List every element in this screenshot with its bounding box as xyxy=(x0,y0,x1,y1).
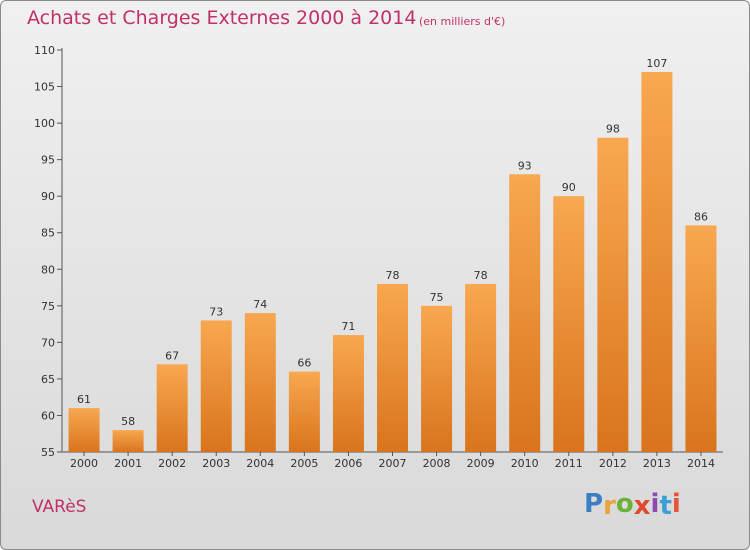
x-tick-label-2009: 2009 xyxy=(467,457,495,470)
bar-2006 xyxy=(332,335,364,452)
bar-2009 xyxy=(465,283,497,452)
x-tick-label-2013: 2013 xyxy=(643,457,671,470)
commune-name: VARèS xyxy=(32,497,87,517)
y-tick-label: 75 xyxy=(41,300,55,313)
data-label-2009: 78 xyxy=(474,269,488,282)
data-label-2014: 86 xyxy=(694,210,708,223)
y-tick-label: 60 xyxy=(41,409,55,422)
y-tick-label: 80 xyxy=(41,263,55,276)
data-label-2001: 58 xyxy=(121,415,135,428)
chart-labels: 61 2000 58 2001 67 2002 73 2003 74 2004 66 2005 71 20… xyxy=(70,57,715,470)
bar-2005 xyxy=(288,371,320,452)
data-label-2011: 90 xyxy=(562,181,576,194)
data-label-2003: 73 xyxy=(209,305,223,318)
bar-2000 xyxy=(68,408,100,452)
bar-2011 xyxy=(553,196,585,452)
data-label-2007: 78 xyxy=(386,269,400,282)
data-label-2006: 71 xyxy=(341,320,355,333)
logo-letter: o xyxy=(615,489,634,519)
x-tick-label-2002: 2002 xyxy=(158,457,186,470)
x-tick-label-2010: 2010 xyxy=(511,457,539,470)
data-label-2000: 61 xyxy=(77,393,91,406)
y-tick-label: 55 xyxy=(41,446,55,459)
chart-title: Achats et Charges Externes 2000 à 2014 xyxy=(27,7,417,29)
data-label-2010: 93 xyxy=(518,159,532,172)
y-tick-label: 100 xyxy=(34,117,55,130)
y-tick-label: 110 xyxy=(34,44,55,57)
bar-2003 xyxy=(200,320,232,452)
bar-2013 xyxy=(641,71,673,452)
data-label-2012: 98 xyxy=(606,123,620,136)
data-label-2013: 107 xyxy=(646,57,667,70)
bar-2010 xyxy=(509,174,541,452)
x-tick-label-2011: 2011 xyxy=(555,457,583,470)
bar-2001 xyxy=(112,430,144,452)
x-tick-label-2008: 2008 xyxy=(423,457,451,470)
x-tick-label-2014: 2014 xyxy=(687,457,715,470)
y-tick-label: 70 xyxy=(41,336,55,349)
x-tick-label-2006: 2006 xyxy=(334,457,362,470)
y-tick-label: 105 xyxy=(34,81,55,94)
y-tick-label: 85 xyxy=(41,227,55,240)
proxiti-logo[interactable]: Proxiti xyxy=(584,489,681,521)
data-label-2002: 67 xyxy=(165,349,179,362)
logo-letter: r xyxy=(603,491,616,521)
x-tick-label-2012: 2012 xyxy=(599,457,627,470)
bar-2004 xyxy=(244,313,276,452)
chart-bars xyxy=(68,71,717,452)
x-tick-label-2004: 2004 xyxy=(246,457,274,470)
bar-2012 xyxy=(597,137,629,452)
logo-letter: P xyxy=(584,489,604,519)
y-tick-label: 65 xyxy=(41,373,55,386)
data-label-2004: 74 xyxy=(253,298,267,311)
x-tick-label-2001: 2001 xyxy=(114,457,142,470)
data-label-2005: 66 xyxy=(297,357,311,370)
bar-2002 xyxy=(156,364,188,452)
logo-letter: x xyxy=(633,491,651,521)
chart-unit-label: (en milliers d'€) xyxy=(419,15,506,28)
bar-2007 xyxy=(377,283,408,452)
bar-2008 xyxy=(421,305,453,452)
data-label-2008: 75 xyxy=(430,291,444,304)
x-tick-label-2005: 2005 xyxy=(290,457,318,470)
y-tick-label: 95 xyxy=(41,154,55,167)
x-tick-label-2000: 2000 xyxy=(70,457,98,470)
y-tick-label: 90 xyxy=(41,190,55,203)
logo-letter: t xyxy=(659,491,672,521)
logo-letter: i xyxy=(650,489,660,519)
x-tick-label-2003: 2003 xyxy=(202,457,230,470)
bar-2014 xyxy=(685,225,717,452)
x-tick-label-2007: 2007 xyxy=(379,457,407,470)
logo-letter: i xyxy=(671,489,681,519)
